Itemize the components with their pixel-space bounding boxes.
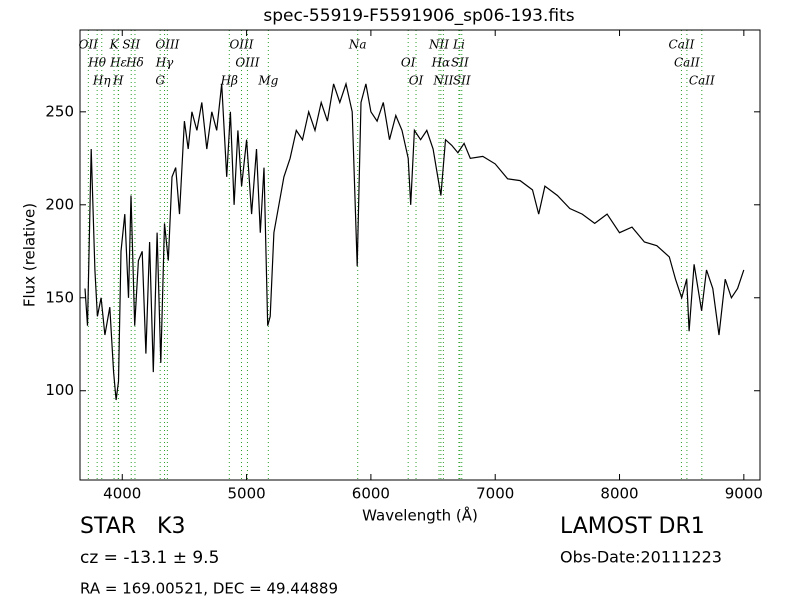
y-tick-label: 250 bbox=[45, 102, 74, 120]
y-tick-label: 200 bbox=[45, 195, 74, 213]
spectral-line-label: H bbox=[112, 74, 124, 88]
object-class: STAR K3 bbox=[80, 514, 185, 539]
spectral-line-label: CaII bbox=[674, 56, 700, 70]
spectral-line-label: Hδ bbox=[125, 56, 144, 70]
spectral-line-label: OII bbox=[79, 38, 99, 52]
spectral-line-label: Hη bbox=[92, 74, 111, 88]
y-tick-label: 100 bbox=[45, 381, 74, 399]
spectral-line-label: Hγ bbox=[155, 56, 174, 70]
spectral-line-label: OIII bbox=[229, 38, 253, 52]
x-tick-label: 8000 bbox=[600, 485, 638, 503]
spectral-line-label: Mg bbox=[257, 74, 278, 88]
spectral-line-label: OIII bbox=[235, 56, 259, 70]
x-tick-label: 9000 bbox=[725, 485, 763, 503]
spectral-line-label: Li bbox=[452, 38, 465, 52]
spectral-line-label: SII bbox=[453, 74, 471, 88]
spectral-line-label: CaII bbox=[669, 38, 695, 52]
spectral-line-label: NII bbox=[428, 38, 449, 52]
plot-frame bbox=[79, 29, 761, 481]
spectral-line-label: Hα bbox=[431, 56, 451, 70]
x-tick-label: 4000 bbox=[103, 485, 141, 503]
spectral-line-label: CaII bbox=[689, 74, 715, 88]
x-tick-label: 5000 bbox=[227, 485, 265, 503]
redshift: cz = -13.1 ± 9.5 bbox=[80, 548, 219, 568]
spectral-line-label: OI bbox=[409, 74, 424, 88]
spectral-line-label: G bbox=[155, 74, 165, 88]
spectrum bbox=[84, 81, 745, 401]
x-tick-label: 6000 bbox=[352, 485, 390, 503]
chart-title: spec-55919-F5591906_sp06-193.fits bbox=[263, 6, 574, 26]
y-tick-label: 150 bbox=[45, 288, 74, 306]
y-axis-label: Flux (relative) bbox=[21, 203, 39, 307]
spectral-line-label: NII bbox=[432, 74, 453, 88]
spectral-line-label: Na bbox=[348, 38, 367, 52]
spectral-line-label: SII bbox=[451, 56, 469, 70]
spectral-line-label: K bbox=[109, 38, 120, 52]
coordinates: RA = 169.00521, DEC = 49.44889 bbox=[80, 580, 338, 598]
spectral-line-label: Hθ bbox=[87, 56, 106, 70]
x-axis-label: Wavelength (Å) bbox=[362, 506, 478, 525]
spectral-line-label: OI bbox=[401, 56, 416, 70]
obs-date: Obs-Date:20111223 bbox=[560, 548, 722, 567]
spectral-line-label: OIII bbox=[155, 38, 179, 52]
spectral-line-label: Hβ bbox=[220, 74, 238, 88]
x-tick-label: 7000 bbox=[476, 485, 514, 503]
spectral-line-label: SII bbox=[122, 38, 140, 52]
survey: LAMOST DR1 bbox=[560, 514, 705, 539]
